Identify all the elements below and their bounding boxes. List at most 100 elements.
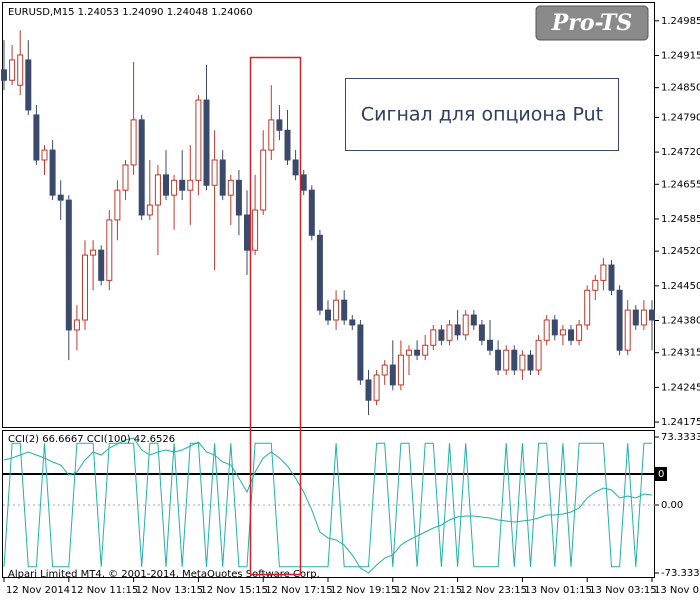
candle-body: [649, 309, 655, 321]
candle-body: [106, 219, 113, 281]
candle-body: [495, 349, 502, 371]
candle-body: [373, 374, 380, 401]
candle-body: [397, 354, 404, 386]
candle-body: [511, 349, 518, 371]
candle-body: [98, 249, 105, 281]
candle-body: [9, 59, 16, 81]
candle-body: [276, 119, 283, 131]
candle-body: [640, 309, 647, 326]
x-tick-label: 12 Nov 15:15: [200, 585, 267, 596]
candle-body: [503, 349, 510, 371]
candle-body: [82, 254, 88, 321]
candle-body: [252, 209, 259, 251]
indicator-line: [3, 437, 653, 574]
candle-body: [446, 324, 453, 341]
candle-body: [195, 99, 202, 181]
candle-body: [462, 314, 469, 336]
candle-body: [430, 329, 437, 346]
annotation-box: [345, 78, 619, 151]
y-tick-label: 1.24450: [661, 281, 700, 292]
candle-body: [163, 174, 169, 196]
y-tick-label: -73.3333: [661, 568, 700, 579]
candle-body: [300, 174, 307, 191]
candle-body: [632, 309, 639, 326]
candle-body: [171, 179, 178, 196]
y-tick-label: 1.24790: [661, 112, 700, 123]
candle-body: [624, 309, 631, 351]
y-tick-label: 1.24585: [661, 214, 700, 225]
candle-body: [551, 319, 558, 336]
candle-body: [414, 349, 421, 356]
candle-body: [616, 289, 623, 351]
candle-body: [73, 319, 80, 331]
candle-body: [454, 324, 461, 336]
candle-body: [543, 319, 550, 341]
candle-body: [576, 324, 583, 341]
symbol-header: EURUSD,M15 1.24053 1.24090 1.24048 1.240…: [8, 7, 253, 18]
signal-highlight: [249, 56, 302, 576]
x-tick-label: 13 Nov 03:15: [589, 585, 656, 596]
candle-body: [357, 324, 364, 381]
candle-body: [57, 194, 64, 201]
y-tick-label: 0.00: [661, 500, 683, 511]
candle-body: [519, 354, 526, 371]
candle-body: [130, 119, 137, 166]
x-tick-label: 12 Nov 21:15: [395, 585, 462, 596]
candle-body: [470, 314, 477, 326]
candle-body: [65, 199, 72, 331]
candle-body: [308, 189, 315, 236]
candle-body: [260, 149, 267, 211]
candle-body: [211, 159, 218, 186]
x-tick-label: 13 Nov 01:15: [524, 585, 591, 596]
y-tick-label: 1.24915: [661, 50, 700, 61]
candle-body: [592, 279, 599, 291]
logo: Pro-TS: [551, 10, 633, 36]
candle-body: [146, 204, 153, 216]
candle-body: [227, 179, 234, 196]
candle-body: [349, 319, 356, 326]
y-tick-label: 73.3333: [661, 432, 700, 443]
candle-body: [284, 129, 291, 161]
candle-body: [219, 159, 226, 196]
y-tick-label: 1.24315: [661, 348, 700, 359]
x-tick-label: 12 Nov 17:15: [265, 585, 332, 596]
candle-body: [381, 364, 388, 376]
y-tick-label: 1.24985: [661, 16, 700, 27]
y-tick-label: 1.24850: [661, 83, 700, 94]
candle-body: [33, 114, 40, 161]
main-panel: [2, 2, 655, 428]
candle-body: [422, 344, 429, 356]
indicator-panel: [2, 430, 655, 578]
candle-body: [25, 59, 32, 111]
x-tick-label: 12 Nov 23:15: [460, 585, 527, 596]
candle-body: [1, 69, 7, 81]
candle-body: [122, 164, 129, 191]
y-tick-label: 1.24245: [661, 382, 700, 393]
copyright: Alpari Limited MT4, © 2001-2014, MetaQuo…: [8, 569, 320, 580]
candle-body: [389, 364, 396, 386]
logo-box: [535, 5, 649, 41]
candle-body: [114, 189, 121, 221]
candle-body: [365, 379, 372, 401]
candle-body: [341, 299, 348, 321]
y-tick-label: 1.24655: [661, 179, 700, 190]
candle-body: [316, 234, 323, 311]
candle-body: [568, 329, 574, 341]
candle-body: [478, 324, 485, 341]
candle-body: [608, 264, 615, 291]
candle-body: [154, 174, 161, 206]
candle-body: [600, 264, 607, 281]
x-tick-label: 12 Nov 19:15: [330, 585, 397, 596]
y-tick-label: 1.24720: [661, 147, 700, 158]
level-label-box: [655, 467, 667, 481]
candle-body: [584, 289, 591, 326]
candle-body: [203, 99, 210, 186]
candle-body: [187, 179, 194, 191]
candle-body: [333, 299, 340, 321]
x-tick-label: 12 Nov 2014: [6, 585, 70, 596]
x-tick-label: 12 Nov 11:15: [71, 585, 138, 596]
candle-body: [49, 149, 56, 196]
candle-body: [41, 149, 48, 161]
candle-body: [487, 339, 493, 351]
